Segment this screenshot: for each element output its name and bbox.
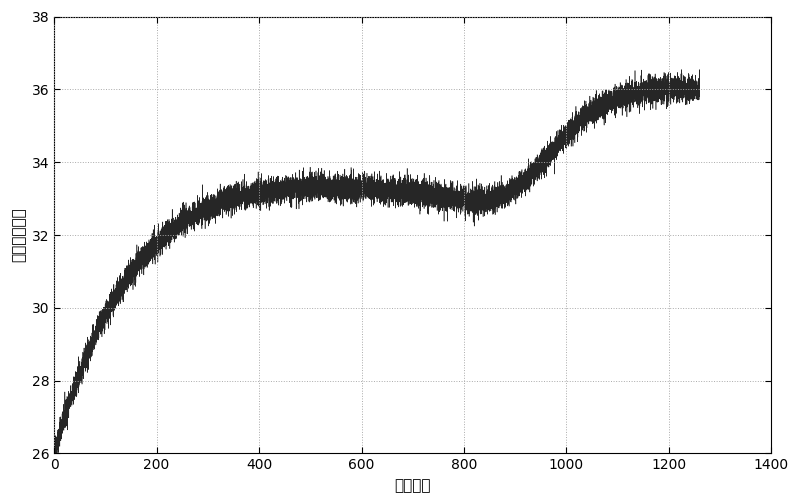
Y-axis label: 温度：摄氏度: 温度：摄氏度 bbox=[11, 208, 26, 263]
X-axis label: 时间：秒: 时间：秒 bbox=[394, 478, 431, 493]
